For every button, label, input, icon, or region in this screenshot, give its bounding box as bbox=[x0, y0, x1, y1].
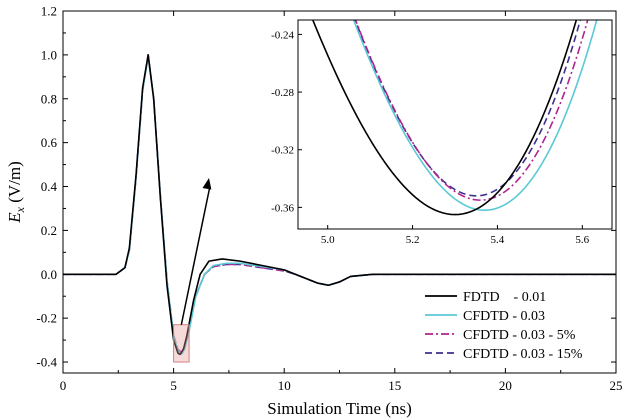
y-axis-title: Ex (V/m) bbox=[5, 161, 27, 224]
y-tick-label: 0.0 bbox=[41, 267, 57, 282]
inset-y-tick-label: -0.36 bbox=[271, 202, 294, 214]
legend: FDTD - 0.01 CFDTD - 0.03 CFDTD - 0.03 - 5%… bbox=[425, 290, 583, 362]
zoom-arrow bbox=[180, 185, 211, 325]
main-series-group bbox=[63, 54, 616, 356]
y-tick-label: -0.2 bbox=[36, 311, 57, 326]
y-tick-label: 0.4 bbox=[41, 179, 58, 194]
y-axis-title-sub: x bbox=[13, 206, 27, 213]
inset-background bbox=[298, 20, 612, 229]
x-tick-label: 10 bbox=[278, 378, 291, 393]
series-line bbox=[63, 54, 616, 356]
inset-series-line bbox=[354, 20, 589, 201]
y-tick-label: 0.8 bbox=[41, 91, 57, 106]
x-tick-label: 5 bbox=[170, 378, 177, 393]
inset-series-line bbox=[311, 20, 578, 216]
y-axis-title-unit: (V/m) bbox=[5, 161, 24, 207]
x-tick-label: 0 bbox=[60, 378, 67, 393]
inset-plot: 5.0 5.2 5.4 5.6 -0.24 -0.28 -0.32 -0.36 bbox=[271, 19, 613, 246]
zoom-arrowhead bbox=[202, 178, 212, 190]
inset-x-tick-label: 5.2 bbox=[406, 234, 420, 246]
inset-axes: 5.0 5.2 5.4 5.6 -0.24 -0.28 -0.32 -0.36 bbox=[271, 19, 613, 246]
inset-y-tick-label: -0.32 bbox=[271, 145, 294, 157]
inset-series-line bbox=[352, 20, 598, 212]
y-tick-label: 0.2 bbox=[41, 223, 57, 238]
inset-y-tick-label: -0.28 bbox=[271, 87, 294, 99]
zoom-region-box bbox=[173, 324, 190, 363]
x-tick-label: 15 bbox=[388, 378, 401, 393]
inset-series-line bbox=[354, 20, 582, 197]
inset-frame bbox=[297, 19, 613, 230]
y-tick-label: 0.6 bbox=[41, 135, 58, 150]
inset-x-tick-label: 5.6 bbox=[575, 234, 589, 246]
main-axes: 0 5 10 15 20 25 -0.4 -0.2 0.0 0.2 0.4 0.6 0.8 1.0 1.2 bbox=[36, 4, 622, 394]
y-tick-label: 1.2 bbox=[41, 4, 57, 19]
inset-x-tick-label: 5.0 bbox=[321, 234, 335, 246]
legend-label: CFDTD - 0.03 - 5% bbox=[463, 328, 576, 343]
inset-x-tick-label: 5.4 bbox=[491, 234, 505, 246]
inset-y-tick-label: -0.24 bbox=[271, 29, 294, 41]
x-tick-label: 20 bbox=[499, 378, 512, 393]
y-tick-label: -0.4 bbox=[36, 355, 57, 370]
y-axis-title-main: E bbox=[5, 212, 24, 224]
y-tick-label: 1.0 bbox=[41, 47, 57, 62]
x-tick-label: 25 bbox=[610, 378, 623, 393]
legend-label: FDTD - 0.01 bbox=[463, 290, 546, 305]
legend-label: CFDTD - 0.03 bbox=[463, 309, 545, 324]
legend-label: CFDTD - 0.03 - 15% bbox=[463, 347, 583, 362]
x-axis-title: Simulation Time (ns) bbox=[267, 399, 412, 418]
inset-series-group bbox=[311, 20, 598, 216]
